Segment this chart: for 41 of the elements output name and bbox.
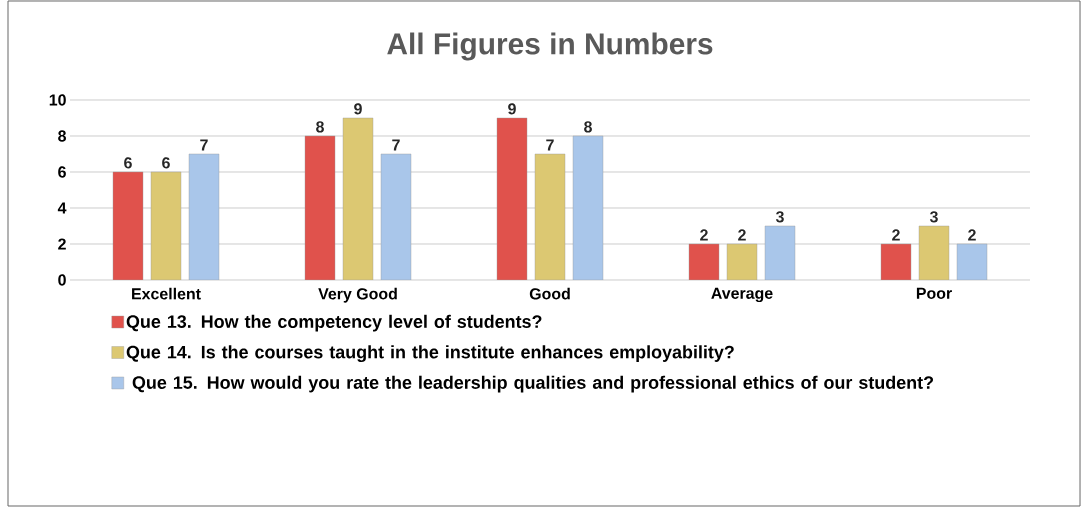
data-label: 2 xyxy=(738,229,746,241)
data-label: 9 xyxy=(354,103,362,115)
data-label: 7 xyxy=(546,139,554,151)
legend-label: Que 15. How would you rate the leadership qualities and professional ethics of our student? xyxy=(132,375,934,393)
bar xyxy=(496,117,528,280)
data-label: 8 xyxy=(316,121,324,133)
data-label: 3 xyxy=(775,211,784,223)
y-tick-label: 2 xyxy=(58,238,66,250)
bar xyxy=(764,225,796,280)
bar xyxy=(380,153,412,280)
bar xyxy=(112,171,144,280)
x-tick-label: Good xyxy=(529,287,570,300)
y-tick-label: 10 xyxy=(49,94,66,106)
bar xyxy=(188,153,220,280)
legend-label: Que 13. How the competency level of students? xyxy=(126,314,542,332)
chart-title: All Figures in Numbers xyxy=(387,32,713,61)
y-tick-label: 6 xyxy=(58,166,66,178)
y-tick-label: 8 xyxy=(58,130,66,142)
x-tick-label: Average xyxy=(711,287,773,303)
legend-label: Que 14. Is the courses taught in the institute enhances employability? xyxy=(126,345,734,363)
bar xyxy=(918,225,950,280)
y-tick-label: 4 xyxy=(57,202,67,214)
data-label: 2 xyxy=(700,229,708,241)
x-tick-label: Very Good xyxy=(318,287,397,303)
bar xyxy=(304,135,336,280)
data-label: 2 xyxy=(968,229,976,241)
data-label: 7 xyxy=(392,139,400,151)
data-label: 6 xyxy=(162,157,170,169)
bar xyxy=(534,153,566,280)
data-label: 2 xyxy=(892,229,900,241)
data-label: 9 xyxy=(508,103,516,115)
data-label: 7 xyxy=(200,139,208,151)
x-tick-label: Excellent xyxy=(132,287,201,300)
data-label: 3 xyxy=(929,211,938,223)
data-label: 8 xyxy=(584,121,592,133)
bar xyxy=(150,171,182,280)
x-tick-label: Poor xyxy=(916,287,952,299)
bar xyxy=(342,117,374,280)
bar xyxy=(572,135,604,280)
data-label: 6 xyxy=(124,157,132,169)
y-tick-label: 0 xyxy=(58,274,66,286)
